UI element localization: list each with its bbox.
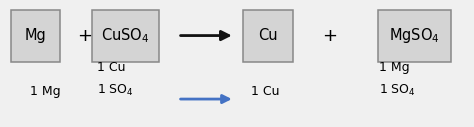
Text: +: + <box>77 27 92 45</box>
FancyBboxPatch shape <box>92 10 159 62</box>
Text: 1 Cu: 1 Cu <box>251 85 280 98</box>
Text: 1 Mg: 1 Mg <box>30 85 61 98</box>
Text: CuSO$_4$: CuSO$_4$ <box>101 26 150 45</box>
Text: Mg: Mg <box>25 28 46 43</box>
Text: +: + <box>322 27 337 45</box>
Text: MgSO$_4$: MgSO$_4$ <box>389 26 440 45</box>
FancyBboxPatch shape <box>243 10 292 62</box>
Text: 1 SO$_4$: 1 SO$_4$ <box>379 83 416 98</box>
Text: Cu: Cu <box>258 28 278 43</box>
Text: 1 Cu: 1 Cu <box>97 61 126 74</box>
FancyBboxPatch shape <box>10 10 61 62</box>
Text: 1 SO$_4$: 1 SO$_4$ <box>97 83 134 98</box>
FancyBboxPatch shape <box>378 10 451 62</box>
Text: 1 Mg: 1 Mg <box>379 61 410 74</box>
